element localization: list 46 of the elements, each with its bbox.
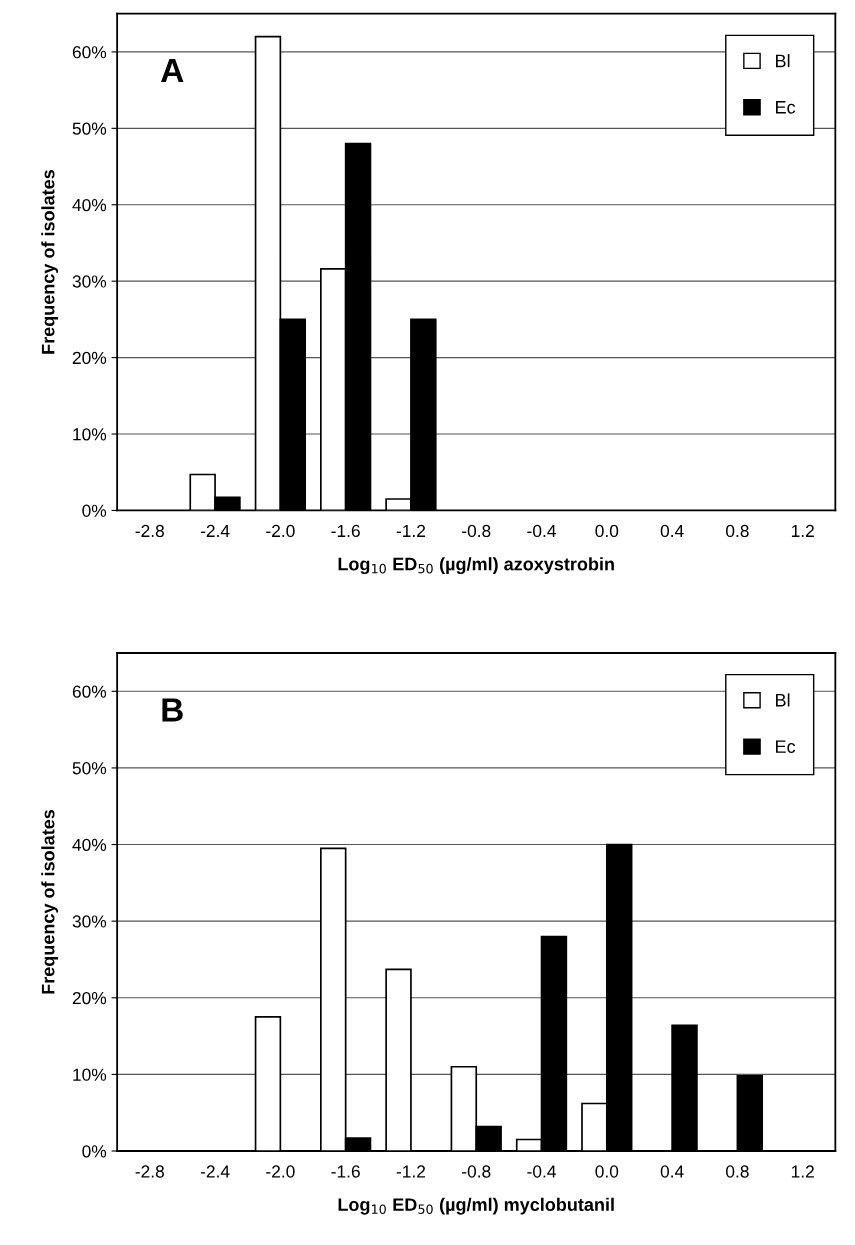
y-tick-label: 0% [82, 504, 107, 517]
y-axis-title: Frequency of isolates [41, 809, 59, 994]
x-tick-label: -1.2 [396, 1165, 426, 1178]
y-axis-title: Frequency of isolates [41, 169, 59, 354]
y-tick-label: 40% [72, 198, 107, 212]
y-tick-label: 60% [72, 685, 107, 698]
annotation: A [161, 58, 184, 82]
annotation: B [162, 698, 183, 722]
y-tick-label: 60% [72, 46, 107, 59]
x-tick-label: 0.4 [660, 1165, 684, 1178]
x-tick-label: -2.4 [200, 1165, 230, 1178]
x-tick-label: -0.4 [527, 524, 556, 538]
y-tick-label: 10% [73, 1068, 107, 1081]
y-tick-label: 20% [72, 351, 107, 365]
x-tick-label: 0.8 [726, 1165, 749, 1178]
y-tick-label: 50% [72, 762, 107, 775]
y-tick-label: 20% [72, 991, 107, 1005]
x-tick-label: -2.4 [200, 524, 230, 537]
x-tick-label: 0.4 [660, 524, 684, 538]
x-tick-label: -2.8 [135, 1165, 164, 1178]
y-tick-label: 30% [72, 275, 107, 288]
x-axis-title: Log$_{10}$ ED$_{50}$ (µg/ml) myclobutanil [338, 1197, 614, 1215]
x-axis-title: Log$_{10}$ ED$_{50}$ (µg/ml) azoxystrobin [338, 557, 614, 575]
x-tick-label: 0.0 [595, 524, 619, 538]
x-tick-label: -0.8 [462, 1165, 491, 1178]
x-tick-label: 1.2 [791, 1165, 814, 1178]
x-tick-label: -2.8 [135, 524, 164, 538]
x-tick-label: -1.6 [331, 524, 360, 538]
legend-label: Ec [776, 101, 796, 114]
y-tick-label: 0% [82, 1145, 107, 1158]
legend-label: Bl [776, 54, 790, 68]
x-tick-label: -1.6 [331, 1165, 360, 1178]
x-tick-label: 1.2 [791, 524, 814, 537]
x-tick-label: 0.0 [595, 1165, 619, 1178]
x-tick-label: -0.4 [527, 1165, 556, 1178]
x-tick-label: -2.0 [266, 1165, 295, 1178]
legend-label: Bl [776, 693, 790, 707]
x-tick-label: 0.8 [726, 524, 749, 538]
y-tick-label: 30% [72, 915, 107, 928]
x-tick-label: -2.0 [266, 524, 295, 538]
legend-label: Ec [776, 740, 796, 753]
x-tick-label: -1.2 [396, 524, 426, 537]
y-tick-label: 40% [72, 838, 107, 851]
y-tick-label: 10% [73, 428, 107, 441]
x-tick-label: -0.8 [462, 524, 491, 538]
y-tick-label: 50% [72, 122, 107, 135]
